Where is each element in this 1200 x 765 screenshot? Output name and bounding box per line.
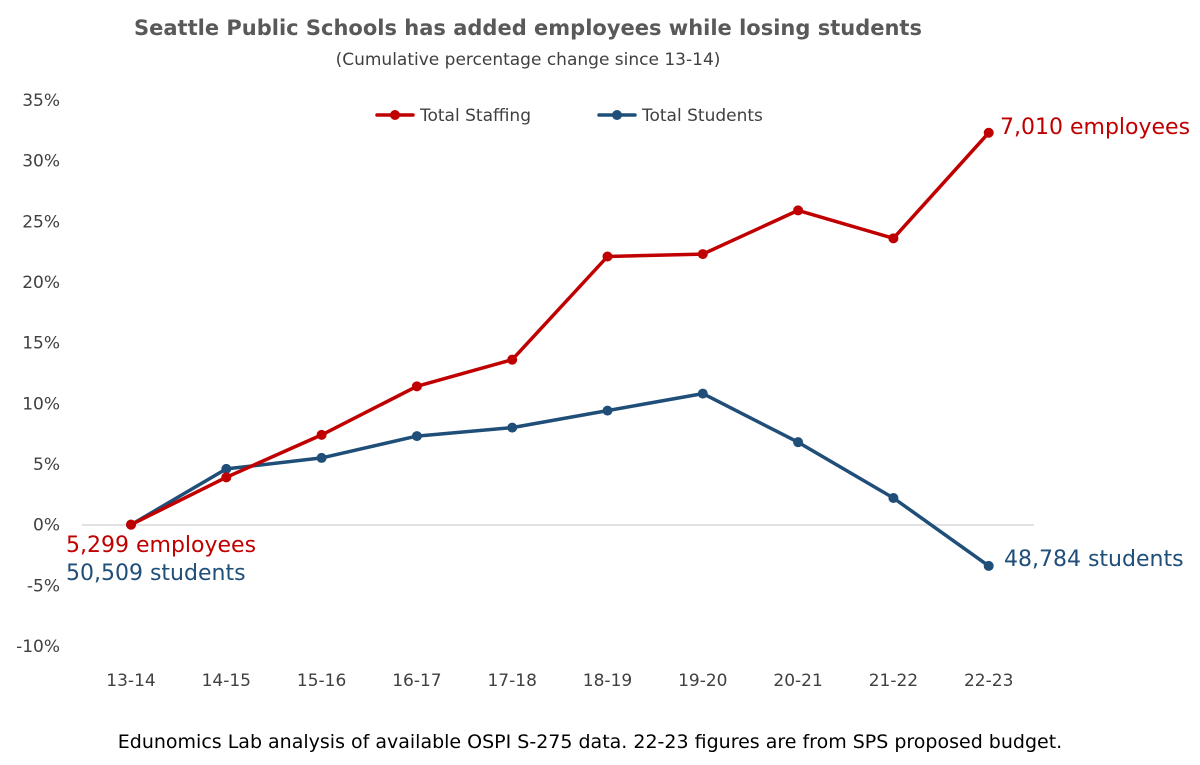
- data-point-total-students: [602, 405, 613, 416]
- x-tick-label: 15-16: [297, 671, 346, 691]
- x-tick-label: 22-23: [964, 671, 1013, 691]
- annotation-end-employees: 7,010 employees: [1000, 115, 1190, 140]
- chart-subtitle: (Cumulative percentage change since 13-1…: [336, 50, 721, 70]
- y-tick-label: 15%: [22, 334, 60, 354]
- y-tick-label: -5%: [27, 576, 60, 596]
- y-tick-label: -10%: [16, 637, 60, 657]
- data-point-total-staffing: [126, 519, 136, 530]
- x-tick-label: 19-20: [678, 671, 727, 691]
- series-layer: [126, 127, 994, 571]
- data-point-total-staffing: [507, 354, 518, 365]
- y-tick-label: 30%: [22, 152, 60, 172]
- data-point-total-students: [793, 437, 804, 448]
- y-axis: 35% 30% 25% 20% 15% 10% 5% 0% -5% -10%: [16, 91, 60, 657]
- legend-label-total-staffing: Total Staffing: [419, 106, 531, 126]
- legend: Total Staffing Total Students: [375, 106, 763, 126]
- annotation-start-employees: 5,299 employees: [66, 533, 256, 558]
- data-point-total-students: [888, 492, 899, 503]
- data-point-total-staffing: [793, 205, 804, 216]
- data-point-total-staffing: [411, 381, 422, 392]
- y-tick-label: 20%: [22, 273, 60, 293]
- data-point-total-students: [697, 388, 708, 399]
- legend-marker-total-staffing: [390, 110, 400, 120]
- footnote: Edunomics Lab analysis of available OSPI…: [118, 731, 1062, 753]
- data-point-total-students: [507, 422, 518, 433]
- x-tick-label: 18-19: [583, 671, 632, 691]
- legend-label-total-students: Total Students: [641, 106, 763, 126]
- y-tick-label: 10%: [22, 394, 60, 414]
- data-point-total-staffing: [221, 472, 232, 483]
- y-tick-label: 25%: [22, 212, 60, 232]
- data-point-total-students: [316, 452, 327, 463]
- data-point-total-students: [221, 463, 232, 474]
- data-point-total-staffing: [888, 233, 899, 244]
- annotation-start-students: 50,509 students: [66, 561, 246, 586]
- x-tick-label: 14-15: [202, 671, 251, 691]
- data-point-total-staffing: [983, 127, 994, 138]
- data-point-total-students: [983, 560, 994, 571]
- x-tick-label: 21-22: [869, 671, 918, 691]
- data-point-total-staffing: [697, 249, 708, 260]
- data-point-total-staffing: [602, 251, 613, 262]
- x-tick-label: 20-21: [773, 671, 822, 691]
- x-tick-label: 13-14: [106, 671, 155, 691]
- legend-item-total-staffing: Total Staffing: [375, 106, 531, 126]
- data-point-total-staffing: [316, 429, 327, 440]
- data-point-total-students: [411, 431, 422, 442]
- legend-item-total-students: Total Students: [597, 106, 763, 126]
- y-tick-label: 0%: [33, 516, 60, 536]
- y-tick-label: 35%: [22, 91, 60, 111]
- chart-title: Seattle Public Schools has added employe…: [134, 16, 922, 40]
- series-line-total-staffing: [129, 131, 991, 527]
- x-axis: 13-14 14-15 15-16 16-17 17-18 18-19 19-20 20-21…: [106, 671, 1013, 691]
- x-tick-label: 16-17: [392, 671, 441, 691]
- legend-marker-total-students: [612, 110, 622, 120]
- series-line-total-students: [129, 391, 991, 568]
- x-tick-label: 17-18: [487, 671, 536, 691]
- y-tick-label: 5%: [33, 455, 60, 475]
- annotation-end-students: 48,784 students: [1004, 547, 1184, 572]
